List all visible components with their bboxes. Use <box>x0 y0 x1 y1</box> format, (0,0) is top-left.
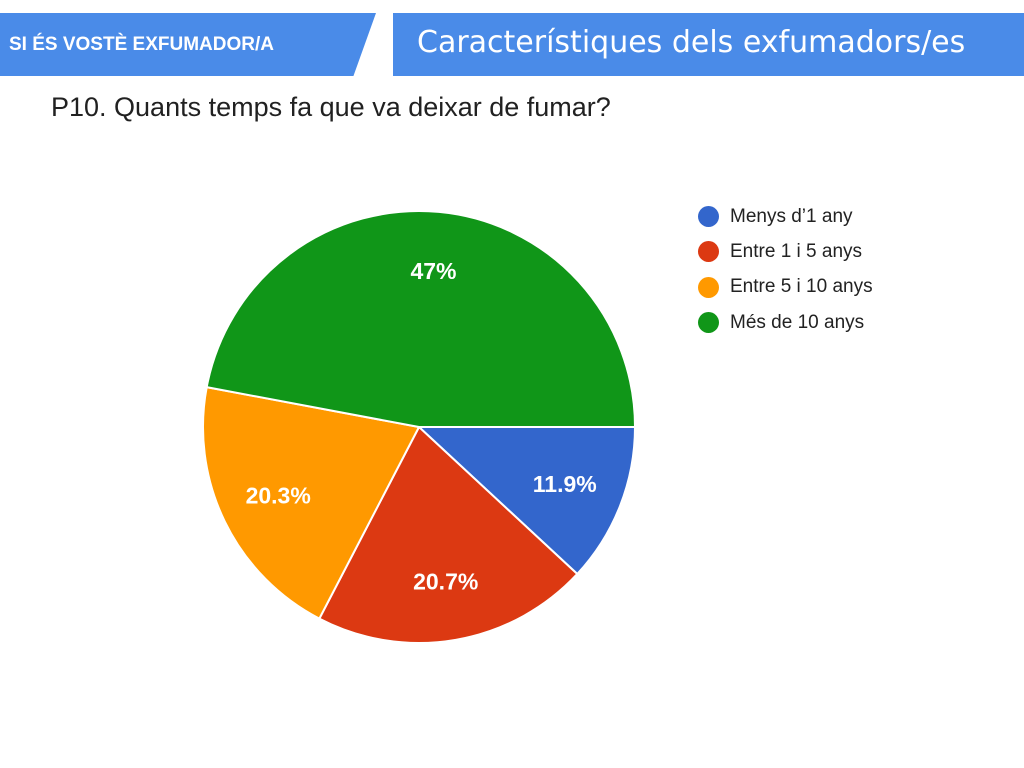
section-label: SI ÉS VOSTÈ EXFUMADOR/A <box>9 34 274 55</box>
legend-item-2: Entre 1 i 5 anys <box>698 234 873 269</box>
legend-swatch-4 <box>698 312 719 334</box>
legend-swatch-1 <box>698 206 719 228</box>
pie-slice-3 <box>202 385 421 620</box>
legend-item-4: Més de 10 anys <box>698 305 873 340</box>
chart-legend: Menys d’1 any Entre 1 i 5 anys Entre 5 i 1… <box>698 199 873 340</box>
slide-title: Característiques dels exfumadors/es <box>417 25 966 60</box>
pie-slice-4 <box>205 210 637 428</box>
legend-swatch-2 <box>698 241 719 263</box>
slice-label-3: 20.3% <box>246 483 311 509</box>
title-banner <box>393 13 1024 76</box>
legend-item-1: Menys d’1 any <box>698 199 873 234</box>
legend-swatch-3 <box>698 276 719 298</box>
legend-item-3: Entre 5 i 10 anys <box>698 270 873 305</box>
slice-label-1: 11.9% <box>533 471 597 497</box>
pie-slice-2 <box>317 425 579 644</box>
slice-label-2: 20.7% <box>413 568 478 594</box>
legend-label-1: Menys d’1 any <box>730 205 853 227</box>
legend-label-3: Entre 5 i 10 anys <box>730 276 873 298</box>
pie-slice-1 <box>416 426 637 576</box>
section-banner <box>0 13 376 76</box>
legend-label-2: Entre 1 i 5 anys <box>730 240 863 262</box>
legend-label-4: Més de 10 anys <box>730 311 865 333</box>
chart-title: P10. Quants temps fa que va deixar de fu… <box>51 92 611 122</box>
slice-label-4: 47% <box>410 258 456 284</box>
